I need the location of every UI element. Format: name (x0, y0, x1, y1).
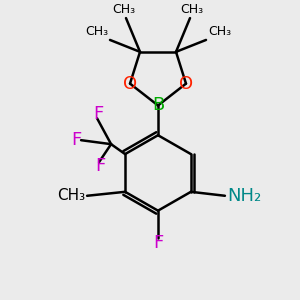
Text: B: B (152, 97, 164, 115)
Text: CH₃: CH₃ (112, 3, 136, 16)
Text: F: F (95, 157, 105, 175)
Text: F: F (153, 234, 163, 252)
Text: CH₃: CH₃ (85, 25, 108, 38)
Text: O: O (179, 75, 193, 93)
Text: CH₃: CH₃ (208, 25, 231, 38)
Text: O: O (123, 75, 137, 93)
Text: NH₂: NH₂ (227, 187, 261, 205)
Text: CH₃: CH₃ (180, 3, 204, 16)
Text: F: F (71, 131, 81, 149)
Text: F: F (93, 105, 103, 123)
Text: CH₃: CH₃ (57, 188, 85, 203)
